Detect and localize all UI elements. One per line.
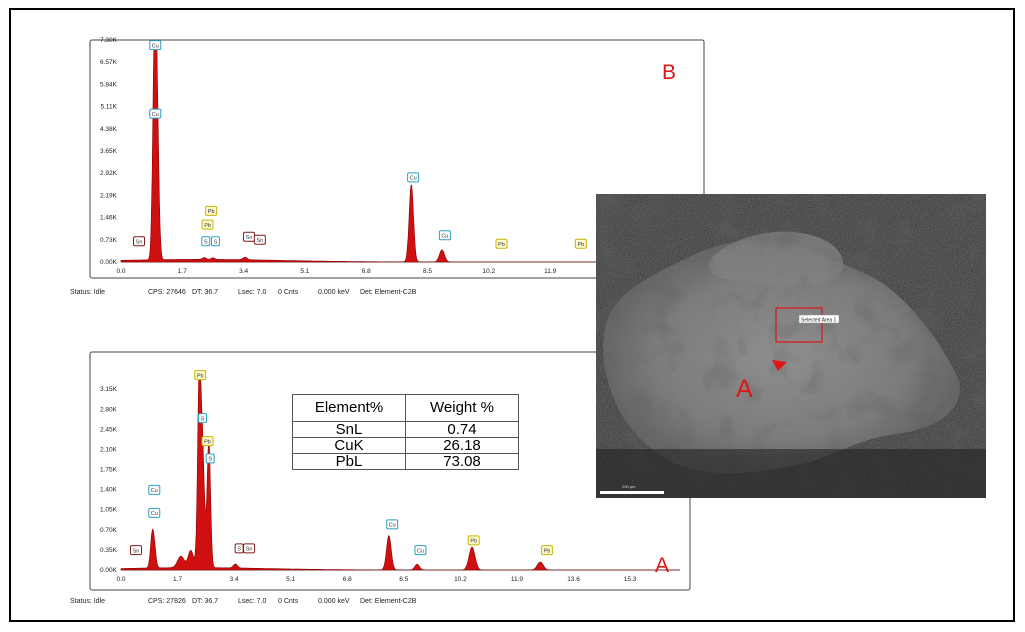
table-row: SnL 0.74 [292,421,519,438]
status-bar-a: Status: Idle CPS: 27826 DT: 36.7 Lsec: 7… [70,598,630,608]
status-state: Status: Idle [70,289,106,296]
point-letter: A [736,375,753,403]
status-det: Det: Element-C2B [360,598,417,605]
table-cell: SnL [292,421,406,438]
sem-micrograph: Selected Area 1 A 200 µm [596,194,986,498]
scale-label: 200 µm [622,484,636,489]
sem-bottom-shadow [596,449,986,498]
status-cps: CPS: 27646 [148,289,186,296]
table-row: PbL 73.08 [292,453,519,470]
selected-area-label: Selected Area 1 [801,318,837,324]
table-header: Element% [292,394,406,422]
scale-bar [600,491,664,494]
status-kev: 0.000 keV [318,289,350,296]
composition-table: Element% Weight % SnL 0.74 CuK 26.18 PbL… [292,394,519,470]
status-det: Det: Element-C2B [360,289,417,296]
table-header-row: Element% Weight % [292,394,519,422]
point-marker [772,360,787,371]
selected-area-tag [798,314,840,324]
status-state: Status: Idle [70,598,106,605]
status-dt: DT: 36.7 [192,289,219,296]
status-cnts: 0 Cnts [278,289,299,296]
status-cps: CPS: 27826 [148,598,186,605]
sem-grain [596,194,986,498]
figure-frame [9,8,1015,622]
status-bar-b: Status: Idle CPS: 27646 DT: 36.7 Lsec: 7… [70,289,630,299]
status-lsec: Lsec: 7.0 [238,289,267,296]
table-header: Weight % [405,394,519,422]
status-dt: DT: 36.7 [192,598,219,605]
selected-area-box [775,307,823,343]
table-row: CuK 26.18 [292,437,519,454]
table-cell: PbL [292,453,406,470]
table-cell: CuK [292,437,406,454]
status-cnts: 0 Cnts [278,598,299,605]
table-cell: 73.08 [405,453,519,470]
status-kev: 0.000 keV [318,598,350,605]
table-cell: 0.74 [405,421,519,438]
status-lsec: Lsec: 7.0 [238,598,267,605]
table-cell: 26.18 [405,437,519,454]
